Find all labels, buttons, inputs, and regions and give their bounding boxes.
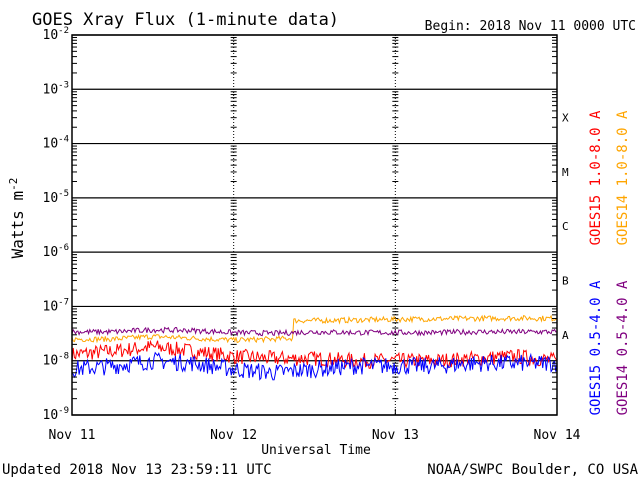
series-line-goes15-1-0-8-0-a xyxy=(71,339,558,370)
x-tick-label: Nov 12 xyxy=(210,428,257,443)
series-line-goes14-1-0-8-0-a xyxy=(71,314,558,344)
x-axis-label: Universal Time xyxy=(261,443,371,458)
x-tick-label: Nov 14 xyxy=(534,428,581,443)
flare-class-label: A xyxy=(562,329,569,342)
credit-text: NOAA/SWPC Boulder, CO USA xyxy=(427,462,638,478)
plot-frame xyxy=(71,34,558,416)
y-tick-label: 10-7 xyxy=(43,297,70,314)
begin-time: Begin: 2018 Nov 11 0000 UTC xyxy=(425,19,636,34)
x-tick-label: Nov 13 xyxy=(372,428,419,443)
x-tick-label: Nov 11 xyxy=(49,428,96,443)
legend-entry: GOES15 0.5-4.0 A xyxy=(588,280,604,415)
y-tick-label: 10-5 xyxy=(43,189,70,206)
y-tick-label: 10-4 xyxy=(43,135,70,152)
y-tick-label: 10-2 xyxy=(43,26,70,43)
chart-title: GOES Xray Flux (1-minute data) xyxy=(32,10,339,30)
y-axis-label: Watts m-2 xyxy=(7,178,27,259)
updated-text: Updated 2018 Nov 13 23:59:11 UTC xyxy=(2,462,272,478)
series-line-goes15-0-5-4-0-a xyxy=(71,351,558,381)
legend-entry: GOES15 1.0-8.0 A xyxy=(588,110,604,245)
flare-class-label: C xyxy=(562,220,569,233)
flare-class-label: B xyxy=(562,275,569,288)
series-line-goes14-0-5-4-0-a xyxy=(71,326,557,337)
flare-class-label: M xyxy=(562,166,569,179)
legend-entry: GOES14 1.0-8.0 A xyxy=(615,110,631,245)
y-tick-label: 10-6 xyxy=(43,243,70,260)
y-tick-label: 10-3 xyxy=(43,80,70,97)
y-tick-label: 10-8 xyxy=(43,352,70,369)
y-tick-label: 10-9 xyxy=(43,406,70,423)
legend-entry: GOES14 0.5-4.0 A xyxy=(615,280,631,415)
flare-class-label: X xyxy=(562,112,569,125)
